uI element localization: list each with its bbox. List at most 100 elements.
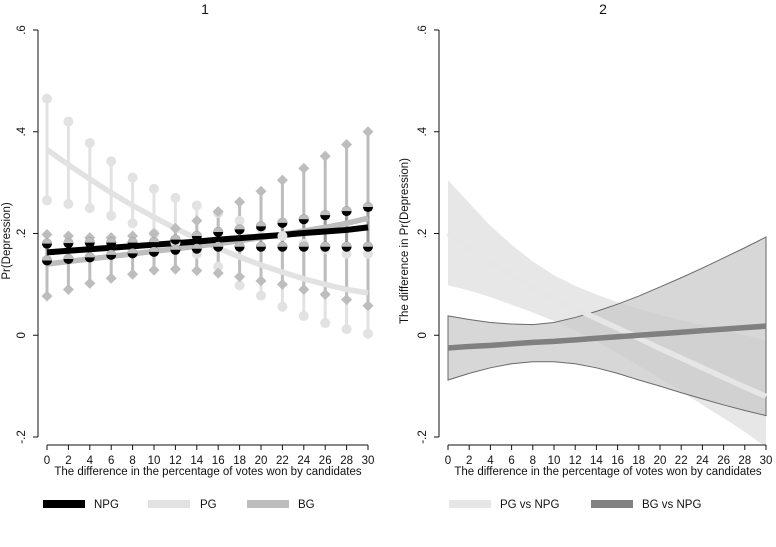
- x-tick-label: 18: [233, 455, 246, 467]
- y-tick-label: -.2: [417, 430, 429, 443]
- legend-label-bg: BG: [298, 499, 315, 511]
- ci-marker-pg: [341, 248, 352, 259]
- ci-marker-pg: [149, 183, 159, 194]
- x-tick-label: 30: [760, 455, 773, 467]
- x-tick-label: 18: [632, 455, 645, 467]
- x-tick-label: 22: [276, 455, 289, 467]
- x-tick-label: 8: [129, 455, 135, 467]
- x-tick-label: 30: [362, 455, 375, 467]
- ci-marker-bg: [41, 229, 53, 241]
- panel-2: 2 -.20.2.4.60 2 4 6 8 10 12 14 16 18 20 22 24 26 28 30 …: [399, 1, 772, 511]
- y-tick-label: 0: [417, 332, 429, 338]
- y-tick-label: -.2: [16, 430, 28, 443]
- ci-marker-cap-npg: [363, 202, 373, 208]
- ci-marker-cap-npg: [320, 210, 331, 216]
- ci-marker-pg: [213, 261, 224, 272]
- y-tick-label: .2: [417, 229, 429, 239]
- ci-marker-pg: [127, 172, 138, 183]
- panel-2-bands: [447, 180, 767, 448]
- ci-marker-bg: [276, 174, 288, 186]
- ci-marker-pg: [191, 200, 202, 211]
- ci-marker-cap-npg: [320, 241, 331, 247]
- ci-marker-bg: [127, 268, 139, 280]
- line-pg: [45, 147, 369, 296]
- panel-1-x-axis-label: The difference in the percentage of vote…: [54, 466, 362, 478]
- ci-marker-pg: [320, 318, 331, 329]
- ci-marker-pg: [84, 203, 95, 214]
- panel-1-bands: [45, 98, 370, 334]
- ci-marker-cap-npg: [106, 237, 117, 243]
- y-tick-label: .4: [16, 126, 28, 136]
- x-tick-label: 12: [169, 455, 182, 467]
- ci-marker-bg: [148, 228, 160, 239]
- ci-marker-cap-npg: [106, 249, 117, 255]
- ci-marker-bg: [84, 277, 96, 289]
- ci-marker-bg: [169, 263, 181, 275]
- x-tick-label: 28: [738, 455, 751, 467]
- y-tick-label: .6: [417, 25, 429, 35]
- ci-marker-pg: [298, 310, 309, 321]
- ci-marker-bg: [234, 196, 246, 208]
- x-tick-label: 16: [212, 455, 225, 467]
- line-pg-vs-npg: [446, 231, 768, 399]
- ci-marker-cap-npg: [256, 241, 266, 247]
- ci-marker-pg: [277, 231, 288, 242]
- ci-marker-pg: [341, 324, 352, 335]
- ci-marker-cap-npg: [149, 246, 159, 252]
- panel-2-lines: [446, 231, 768, 399]
- x-tick-label: 14: [590, 455, 603, 467]
- ci-marker-cap-npg: [84, 252, 95, 258]
- ci-marker-pg: [106, 210, 117, 221]
- x-tick-label: 28: [340, 455, 353, 467]
- ci-marker-pg: [256, 290, 266, 301]
- ci-marker-cap-npg: [234, 224, 245, 230]
- panel-2-y-axis-label: The difference in Pr(Depression): [399, 158, 411, 324]
- ci-marker-pg: [170, 192, 181, 203]
- legend-label-pg: PG: [200, 499, 217, 511]
- ci-marker-bg: [62, 283, 74, 295]
- ci-marker-cap-npg: [234, 241, 245, 247]
- ci-marker-cap-npg: [298, 241, 309, 247]
- legend-label-pg-vs-npg: PG vs NPG: [500, 499, 559, 511]
- ci-marker-cap-npg: [363, 241, 373, 247]
- ci-marker-bg: [105, 272, 117, 284]
- ci-marker-cap-npg: [63, 238, 74, 244]
- y-tick-label: .2: [16, 229, 28, 239]
- x-tick-label: 16: [611, 455, 624, 467]
- legend-item-pg: PG: [148, 499, 217, 511]
- x-tick-label: 14: [190, 455, 203, 467]
- panel-1-markers: [41, 93, 374, 339]
- x-tick-label: 24: [297, 455, 310, 467]
- ci-marker-bg: [362, 126, 374, 138]
- x-tick-label: 6: [508, 455, 514, 467]
- legend-swatch-npg: [43, 500, 85, 508]
- ci-marker-pg: [363, 248, 373, 259]
- panel-1-axes: -.20.2.4.60 2 4 6 8 10 12 14 16 18 20 22 24 26 28 30: [16, 25, 374, 467]
- legend-label-bg-vs-npg: BG vs NPG: [642, 499, 701, 511]
- ci-marker-bg: [255, 275, 267, 287]
- legend-item-bg-vs-npg: BG vs NPG: [591, 499, 701, 511]
- x-tick-label: 26: [717, 455, 730, 467]
- x-tick-label: 2: [466, 455, 472, 467]
- x-tick-label: 10: [548, 455, 561, 467]
- ci-marker-cap-npg: [298, 214, 309, 220]
- panel-1-y-axis-label: Pr(Depression): [1, 202, 13, 279]
- x-tick-label: 20: [654, 455, 667, 467]
- ci-marker-pg: [42, 93, 52, 104]
- ci-marker-cap-npg: [341, 241, 352, 247]
- x-tick-label: 22: [675, 455, 688, 467]
- ci-marker-bg: [191, 215, 203, 227]
- panel-2-legend: PG vs NPG BG vs NPG: [449, 499, 701, 511]
- ci-marker-cap-npg: [42, 255, 52, 261]
- ci-marker-cap-npg: [127, 248, 138, 254]
- x-tick-label: 2: [65, 455, 71, 467]
- ci-marker-bg: [148, 264, 160, 276]
- legend-label-npg: NPG: [94, 499, 119, 511]
- panel-2-axes: -.20.2.4.60 2 4 6 8 10 12 14 16 18 20 22 24 26 28 30: [417, 25, 772, 467]
- ci-marker-bg: [298, 283, 310, 295]
- ci-marker-cap-npg: [42, 238, 52, 244]
- ci-marker-cap-npg: [277, 241, 288, 247]
- x-tick-label: 4: [487, 455, 494, 467]
- ci-marker-pg: [234, 215, 245, 226]
